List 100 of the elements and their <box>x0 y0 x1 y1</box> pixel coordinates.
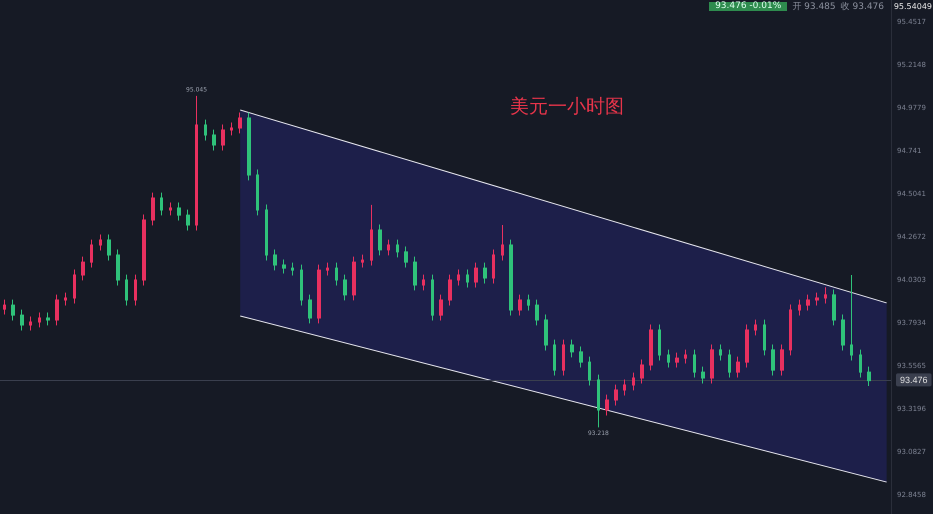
candlestick <box>361 254 364 268</box>
candlestick <box>352 256 356 301</box>
candlestick <box>151 192 155 226</box>
candlestick <box>824 286 827 304</box>
candlestick <box>798 299 801 316</box>
candlestick <box>570 339 574 358</box>
candlestick <box>832 288 836 326</box>
candlestick <box>492 249 495 284</box>
candlestick <box>701 366 705 384</box>
candlestick <box>579 346 583 368</box>
candlestick <box>859 349 862 378</box>
candlestick <box>46 312 50 326</box>
candlestick <box>273 249 277 271</box>
candlestick <box>343 274 347 301</box>
candlestick <box>317 264 321 324</box>
ref-line-label: 93.476 <box>900 374 928 385</box>
candlestick <box>815 292 819 306</box>
candlestick <box>745 324 749 368</box>
candlestick <box>99 234 102 251</box>
candlestick <box>221 124 225 151</box>
candlestick <box>675 352 679 368</box>
text: 95.54049 <box>894 2 932 11</box>
candlestick <box>474 262 478 288</box>
candlestick <box>763 319 766 356</box>
candlestick <box>107 234 111 261</box>
candlestick <box>134 274 137 306</box>
candlestick <box>230 122 233 136</box>
candlestick <box>378 224 382 256</box>
candlestick <box>3 299 6 316</box>
candlestick <box>483 262 487 284</box>
text: 93.476 -0.01% <box>715 1 782 11</box>
candlestick <box>335 262 338 286</box>
candlestick <box>667 349 670 368</box>
candlestick <box>160 192 163 216</box>
candlestick <box>396 239 399 258</box>
candlestick <box>728 349 731 378</box>
candlestick <box>780 344 784 376</box>
candlestick <box>404 246 408 268</box>
candlestick <box>90 239 93 268</box>
candlestick <box>710 344 714 384</box>
candlestick <box>448 274 452 306</box>
candlestick <box>238 112 242 134</box>
text: 美元一小时图 <box>510 96 624 118</box>
candlestick <box>300 264 303 306</box>
candlestick <box>527 294 530 312</box>
candlestick <box>640 359 644 384</box>
candlestick <box>186 209 190 231</box>
candlestick <box>247 112 251 181</box>
annotation: 收 93.476 <box>840 1 884 13</box>
candlestick <box>439 294 443 322</box>
candlestick <box>265 204 268 261</box>
candlestick <box>256 169 259 216</box>
candlestick <box>649 324 653 371</box>
candlestick <box>308 294 312 324</box>
candlestick <box>501 224 504 261</box>
candlestick <box>64 292 67 306</box>
candlestick <box>867 366 871 387</box>
candlestick <box>789 304 792 356</box>
candlestick <box>326 262 329 276</box>
candlestick <box>684 349 687 364</box>
candlestick <box>562 339 565 376</box>
candlestick <box>195 95 198 231</box>
candlestick <box>535 299 539 326</box>
candlestick <box>177 202 181 222</box>
candlestick <box>212 129 216 151</box>
candlestick <box>605 394 609 416</box>
candlestick <box>553 339 556 376</box>
candlestick <box>38 312 41 328</box>
candlestick <box>125 274 128 306</box>
candlestick <box>387 239 390 256</box>
candlestick <box>623 379 626 396</box>
candlestick <box>457 269 460 286</box>
candlestick <box>422 274 425 291</box>
candlestick <box>588 356 591 386</box>
candlestick <box>142 214 146 286</box>
candlestick <box>431 274 434 322</box>
candlestick <box>754 319 757 336</box>
candlestick <box>81 256 85 281</box>
candlestick <box>736 356 740 378</box>
candlestick <box>850 274 853 361</box>
candlestick <box>806 294 810 312</box>
candlestick <box>632 372 635 391</box>
candlestick <box>11 299 15 322</box>
candlestick <box>169 202 172 216</box>
candlestick <box>20 309 24 332</box>
candlestick <box>841 314 845 351</box>
candlestick <box>719 344 722 361</box>
candlestick <box>73 269 76 304</box>
candlestick <box>413 256 417 291</box>
candlestick <box>597 374 600 428</box>
candlestick <box>466 269 469 288</box>
candlestick <box>658 324 661 361</box>
annotation: 开 93.485 <box>792 1 836 13</box>
candlestick <box>116 249 120 286</box>
candlestick <box>282 259 286 274</box>
candlestick <box>204 119 207 141</box>
candlestick <box>693 349 696 378</box>
candlestick <box>614 384 618 406</box>
candlestick <box>370 204 373 266</box>
candlestick <box>291 262 294 276</box>
